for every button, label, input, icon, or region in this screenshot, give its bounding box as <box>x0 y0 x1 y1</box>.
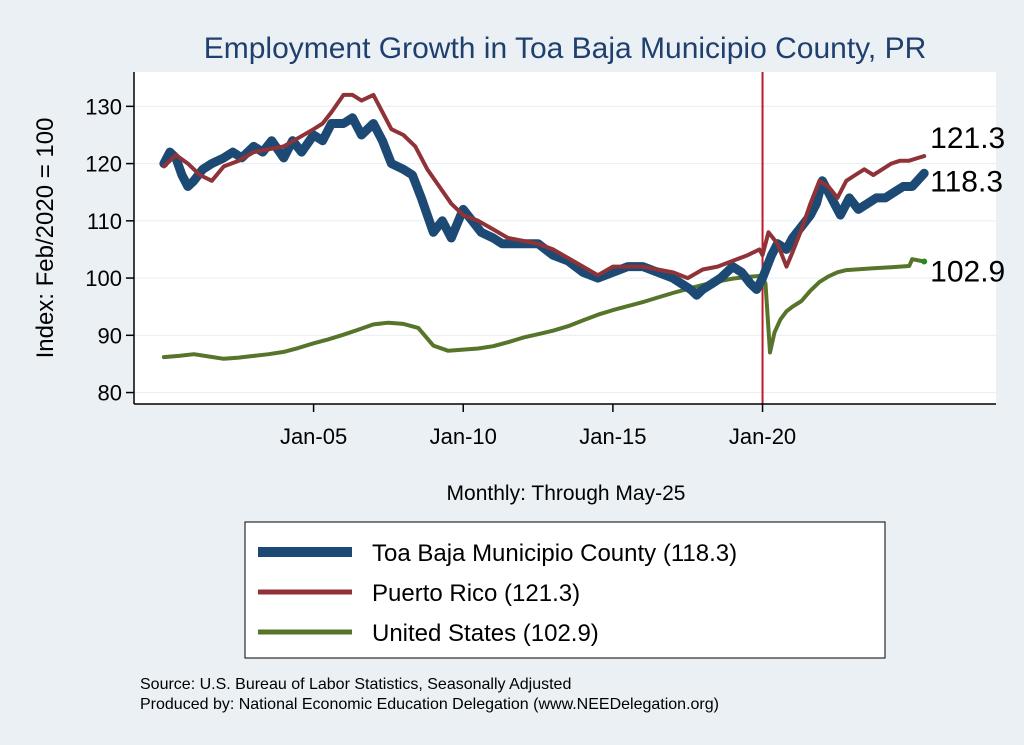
end-label-toa-baja-municipio-county: 118.3 <box>930 165 1003 198</box>
gridlines <box>134 105 996 394</box>
x-tick-label-Jan-15: Jan-15 <box>579 424 646 449</box>
chart-title: Employment Growth in Toa Baja Municipio … <box>204 32 927 65</box>
legend-label-2: United States (102.9) <box>372 620 599 647</box>
y-tick-label-100: 100 <box>85 266 122 291</box>
x-ticks: Jan-05 Jan-10 Jan-15 Jan-20 <box>280 404 796 449</box>
producer-note: Produced by: National Economic Education… <box>140 696 719 713</box>
x-axis-label: Monthly: Through May-25 <box>447 482 686 505</box>
series-line-puerto-rico <box>161 92 927 281</box>
legend: Toa Baja Municipio County (118.3) Puerto … <box>244 521 886 659</box>
y-tick-label-130: 130 <box>85 94 122 119</box>
source-note: Source: U.S. Bureau of Labor Statistics,… <box>140 676 571 693</box>
y-tick-label-110: 110 <box>87 209 122 234</box>
series-line-united-states <box>161 257 927 361</box>
y-tick-label-80: 80 <box>98 381 122 406</box>
legend-label-0: Toa Baja Municipio County (118.3) <box>372 540 737 567</box>
end-labels: 121.3 118.3 102.9 <box>930 122 1005 288</box>
y-tick-label-90: 90 <box>98 323 122 348</box>
y-tick-label-120: 120 <box>85 152 122 177</box>
y-axis-label: Index: Feb/2020 = 100 <box>32 118 59 359</box>
legend-label-1: Puerto Rico (121.3) <box>372 580 580 607</box>
plot-area <box>134 72 996 404</box>
series-lines <box>159 92 929 361</box>
end-label-united-states: 102.9 <box>930 255 1005 288</box>
united-states-end-marker <box>921 258 928 265</box>
x-tick-label-Jan-05: Jan-05 <box>280 424 347 449</box>
end-label-puerto-rico: 121.3 <box>930 122 1005 155</box>
x-tick-label-Jan-10: Jan-10 <box>430 424 497 449</box>
y-ticks: 80 90 100 110 120 130 <box>85 94 134 406</box>
x-tick-label-Jan-20: Jan-20 <box>729 424 796 449</box>
